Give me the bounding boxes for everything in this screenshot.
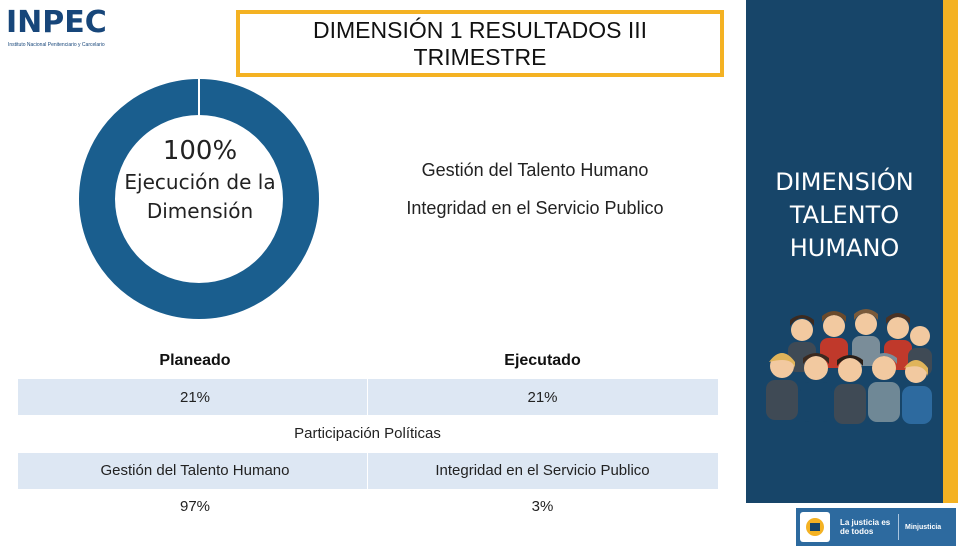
value-integridad: 3%: [531, 498, 554, 515]
gov-divider: [898, 514, 899, 540]
table-row-execution: [18, 379, 718, 415]
person-front-row: [766, 353, 932, 424]
gov-banner: La justicia es de todos Minjusticia: [796, 508, 956, 546]
execution-donut: [79, 79, 319, 319]
header-ejecutado: Ejecutado: [504, 352, 581, 369]
inpec-logo: INPEC Instituto Nacional Penitenciario y…: [6, 5, 131, 49]
gov-slogan: La justicia es de todos: [840, 518, 891, 536]
title-box: DIMENSIÓN 1 RESULTADOS III TRIMESTRE: [236, 10, 724, 77]
ministry-name: Minjusticia: [905, 523, 942, 531]
team-people-icon: [766, 309, 932, 424]
page-title: DIMENSIÓN 1 RESULTADOS III TRIMESTRE: [313, 16, 647, 70]
header-planeado: Planeado: [159, 352, 231, 369]
donut-percent: 100%: [162, 136, 238, 166]
side-panel: [746, 0, 958, 553]
side-panel-title: DIMENSIÓN TALENTO HUMANO: [775, 168, 914, 262]
sub-dimension-integridad: Integridad en el Servicio Publico: [406, 198, 664, 218]
donut-label: Ejecución de la Dimensión: [124, 170, 276, 223]
sub-dimension-talento: Gestión del Talento Humano: [421, 160, 649, 180]
cell-divider: [367, 379, 368, 415]
value-talento: 97%: [179, 498, 211, 515]
label-integridad: Integridad en el Servicio Publico: [435, 462, 650, 479]
participation-title: Participación Políticas: [294, 425, 441, 442]
value-planeado: 21%: [179, 389, 211, 406]
logo-wordmark: INPEC: [6, 5, 107, 40]
value-ejecutado: 21%: [527, 389, 558, 406]
cell-divider: [367, 453, 368, 489]
table-row-participation-labels: [18, 453, 718, 489]
side-panel-accent: [943, 0, 958, 553]
label-talento: Gestión del Talento Humano: [100, 462, 290, 479]
logo-subtitle: Instituto Nacional Penitenciario y Carce…: [8, 42, 105, 48]
colombia-seal-icon: [800, 512, 830, 542]
